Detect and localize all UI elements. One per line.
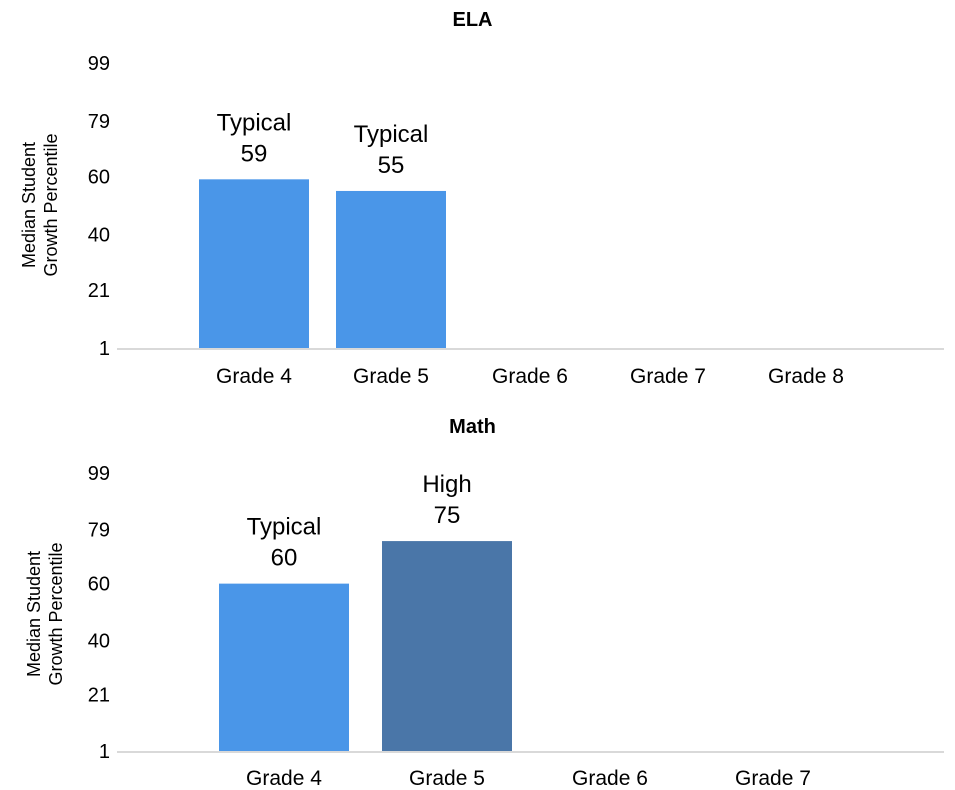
chart-panel-ela: ELA Median Student Growth Percentile 1 21 40 6… — [19, 9, 944, 388]
bar — [336, 190, 446, 348]
y-axis-label-line: Growth Percentile — [46, 542, 66, 685]
y-tick-label: 99 — [88, 53, 110, 75]
bar-rating-label: High — [422, 471, 471, 498]
bar-rating-label: Typical — [217, 109, 292, 136]
x-tick-label: Grade 4 — [246, 767, 322, 790]
bar-value-label: 59 — [241, 140, 268, 167]
y-axis-label-line: Median Student — [24, 551, 44, 677]
chart-title: ELA — [453, 9, 493, 31]
bar-value-label: 75 — [434, 502, 461, 529]
chart-panel-math: Math Median Student Growth Percentile 1 21 40… — [24, 416, 944, 790]
bar-rating-label: Typical — [247, 514, 322, 541]
x-tick-label: Grade 7 — [630, 365, 706, 388]
y-axis-label-line: Median Student — [19, 142, 39, 268]
bar-value-label: 60 — [271, 545, 298, 572]
x-tick-label: Grade 6 — [572, 767, 648, 790]
bar-rating-label: Typical — [354, 121, 429, 148]
y-axis-label: Median Student Growth Percentile — [19, 133, 61, 276]
y-axis-label: Median Student Growth Percentile — [24, 542, 66, 685]
y-tick-label: 1 — [99, 338, 110, 360]
chart-title: Math — [449, 416, 496, 438]
y-tick-label: 60 — [88, 166, 110, 188]
bar — [219, 583, 349, 751]
x-tick-label: Grade 5 — [353, 365, 429, 388]
y-tick-label: 40 — [88, 630, 110, 652]
y-tick-label: 40 — [88, 225, 110, 247]
y-tick-label: 60 — [88, 574, 110, 596]
x-tick-label: Grade 4 — [216, 365, 292, 388]
bar-value-label: 55 — [378, 152, 405, 179]
y-tick-label: 79 — [88, 520, 110, 542]
y-tick-label: 21 — [88, 280, 110, 302]
y-tick-label: 21 — [88, 684, 110, 706]
y-tick-label: 1 — [99, 741, 110, 763]
bar — [382, 541, 512, 751]
x-tick-label: Grade 5 — [409, 767, 485, 790]
x-tick-label: Grade 6 — [492, 365, 568, 388]
bar — [199, 179, 309, 348]
y-axis-label-line: Growth Percentile — [41, 133, 61, 276]
x-tick-label: Grade 8 — [768, 365, 844, 388]
x-tick-label: Grade 7 — [735, 767, 811, 790]
y-tick-label: 99 — [88, 463, 110, 485]
y-tick-label: 79 — [88, 111, 110, 133]
